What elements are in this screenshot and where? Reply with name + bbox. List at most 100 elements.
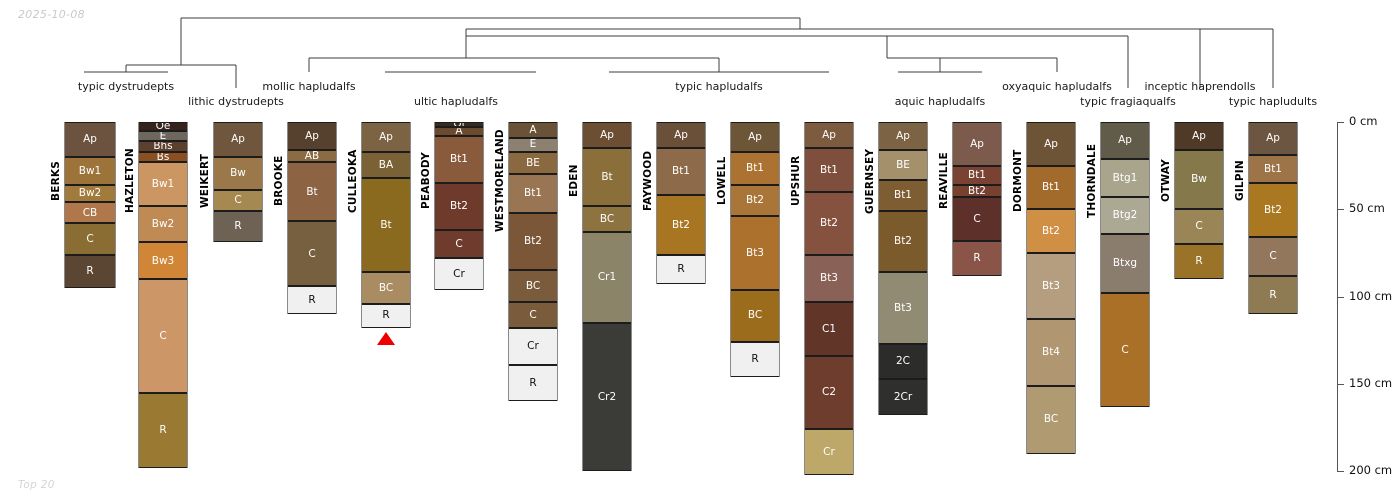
soil-horizon[interactable]: A (435, 127, 483, 136)
soil-horizon[interactable]: Ap (214, 122, 262, 157)
soil-horizon[interactable]: Bw2 (65, 184, 115, 203)
profile-column[interactable]: Ap Btg1 Btg2 Btxg C (1100, 122, 1150, 407)
soil-horizon[interactable]: A (509, 122, 557, 138)
profile-column[interactable]: Ap Bt1 Bt2 Bt3 C1 C2 Cr (804, 122, 854, 475)
soil-horizon[interactable]: Bt3 (879, 272, 927, 344)
soil-horizon[interactable]: C2 (805, 355, 853, 430)
soil-horizon[interactable]: Bw1 (139, 162, 187, 206)
soil-horizon[interactable]: C (1249, 237, 1297, 276)
soil-horizon[interactable]: Bw (214, 156, 262, 191)
soil-horizon[interactable]: Oe (139, 122, 187, 131)
profile-column[interactable]: OiA Bt1 Bt2 C Cr (434, 122, 484, 290)
soil-horizon[interactable]: Bt2 (879, 211, 927, 273)
soil-horizon[interactable]: C (1175, 209, 1223, 245)
soil-horizon[interactable]: Ap (1027, 122, 1075, 166)
soil-horizon[interactable]: C (953, 197, 1001, 241)
profile-column[interactable]: Ap AB Bt C R (287, 122, 337, 314)
soil-horizon[interactable]: Bs (139, 151, 187, 163)
soil-horizon[interactable]: BC (731, 289, 779, 342)
soil-horizon[interactable]: Bt1 (953, 165, 1001, 185)
soil-horizon[interactable]: C (288, 221, 336, 287)
soil-horizon[interactable]: R (65, 254, 115, 288)
soil-horizon[interactable]: Cr (435, 258, 483, 290)
profile-column[interactable]: Oe E Bhs Bs Bw1 Bw2 Bw3 C R (138, 122, 188, 468)
soil-horizon[interactable]: AB (288, 149, 336, 163)
soil-horizon[interactable]: Bt2 (1249, 183, 1297, 238)
soil-horizon[interactable]: BC (583, 205, 631, 232)
soil-horizon[interactable]: Bt1 (657, 148, 705, 196)
soil-horizon[interactable]: Bt3 (731, 216, 779, 290)
soil-horizon[interactable]: Bt1 (509, 174, 557, 213)
profile-column[interactable]: Ap Bt1 Bt2 Bt3 Bt4 BC (1026, 122, 1076, 454)
profile-column[interactable]: Ap Bt1 Bt2 Bt3 BC R (730, 122, 780, 377)
soil-horizon[interactable]: Btxg (1101, 233, 1149, 294)
soil-horizon[interactable]: Ap (65, 122, 115, 157)
soil-horizon[interactable]: Ap (657, 122, 705, 149)
soil-horizon[interactable]: Ap (953, 122, 1001, 166)
soil-horizon[interactable]: R (1249, 275, 1297, 314)
soil-horizon[interactable]: Ap (1101, 122, 1149, 159)
soil-horizon[interactable]: Bt4 (1027, 319, 1075, 386)
soil-horizon[interactable]: BA (362, 151, 410, 178)
soil-horizon[interactable]: Bt3 (1027, 252, 1075, 320)
soil-horizon[interactable]: Bt1 (1027, 165, 1075, 210)
soil-horizon[interactable]: Bt2 (805, 191, 853, 255)
soil-horizon[interactable]: BE (879, 149, 927, 180)
profile-column[interactable]: Ap BA Bt BC R (361, 122, 411, 328)
soil-horizon[interactable]: R (657, 254, 705, 285)
soil-horizon[interactable]: Bt1 (731, 151, 779, 185)
soil-horizon[interactable]: Ap (362, 122, 410, 152)
soil-horizon[interactable]: Ap (731, 122, 779, 152)
soil-horizon[interactable]: BC (509, 270, 557, 302)
soil-horizon[interactable]: BE (509, 151, 557, 175)
profile-column[interactable]: Ap Bw C R (213, 122, 263, 243)
soil-horizon[interactable]: Bw (1175, 149, 1223, 210)
soil-horizon[interactable]: Bt2 (1027, 209, 1075, 253)
profile-column[interactable]: A E BE Bt1 Bt2 BC C Cr R (508, 122, 558, 402)
profile-column[interactable]: Ap Bt1 Bt2 C R (1248, 122, 1298, 314)
soil-horizon[interactable]: Bt3 (805, 254, 853, 302)
soil-horizon[interactable]: C (435, 230, 483, 259)
profile-column[interactable]: Ap Bw1 Bw2 CB C R (64, 122, 116, 288)
soil-horizon[interactable]: Cr1 (583, 231, 631, 323)
soil-horizon[interactable]: Bt1 (435, 135, 483, 184)
profile-column[interactable]: Ap Bt1 Bt2 C R (952, 122, 1002, 276)
soil-horizon[interactable]: R (1175, 244, 1223, 280)
profile-column[interactable]: Ap Bt BC Cr1 Cr2 (582, 122, 632, 472)
soil-horizon[interactable]: Oi (435, 122, 483, 128)
soil-horizon[interactable]: R (288, 286, 336, 314)
soil-horizon[interactable]: Ap (288, 122, 336, 150)
soil-horizon[interactable]: Bt (288, 162, 336, 222)
soil-horizon[interactable]: Ap (879, 122, 927, 150)
soil-horizon[interactable]: E (139, 130, 187, 142)
soil-horizon[interactable]: R (139, 392, 187, 468)
soil-horizon[interactable]: C (509, 301, 557, 328)
soil-horizon[interactable]: 2Cr (879, 378, 927, 416)
soil-horizon[interactable]: C (65, 223, 115, 255)
soil-horizon[interactable]: C (1101, 293, 1149, 407)
soil-horizon[interactable]: R (953, 240, 1001, 276)
soil-horizon[interactable]: Bt1 (1249, 155, 1297, 184)
soil-horizon[interactable]: Cr (509, 327, 557, 365)
soil-horizon[interactable]: Bw3 (139, 242, 187, 280)
soil-horizon[interactable]: Ap (805, 122, 853, 149)
soil-horizon[interactable]: Bt2 (657, 195, 705, 255)
soil-horizon[interactable]: Bt (583, 148, 631, 206)
soil-horizon[interactable]: BC (1027, 385, 1075, 454)
soil-horizon[interactable]: Btg1 (1101, 158, 1149, 198)
soil-horizon[interactable]: Bw2 (139, 205, 187, 243)
soil-horizon[interactable]: 2C (879, 343, 927, 379)
soil-horizon[interactable]: E (509, 137, 557, 152)
soil-horizon[interactable]: Bt1 (805, 148, 853, 192)
soil-horizon[interactable]: C1 (805, 301, 853, 356)
soil-horizon[interactable]: CB (65, 202, 115, 224)
soil-horizon[interactable]: Bt2 (435, 183, 483, 231)
soil-horizon[interactable]: Bt2 (509, 212, 557, 271)
soil-horizon[interactable]: R (509, 364, 557, 402)
soil-horizon[interactable]: R (214, 211, 262, 243)
profile-column[interactable]: Ap BE Bt1 Bt2 Bt3 2C 2Cr (878, 122, 928, 416)
soil-horizon[interactable]: Ap (1175, 122, 1223, 150)
soil-horizon[interactable]: C (139, 279, 187, 393)
soil-horizon[interactable]: Bhs (139, 141, 187, 152)
soil-horizon[interactable]: BC (362, 272, 410, 304)
